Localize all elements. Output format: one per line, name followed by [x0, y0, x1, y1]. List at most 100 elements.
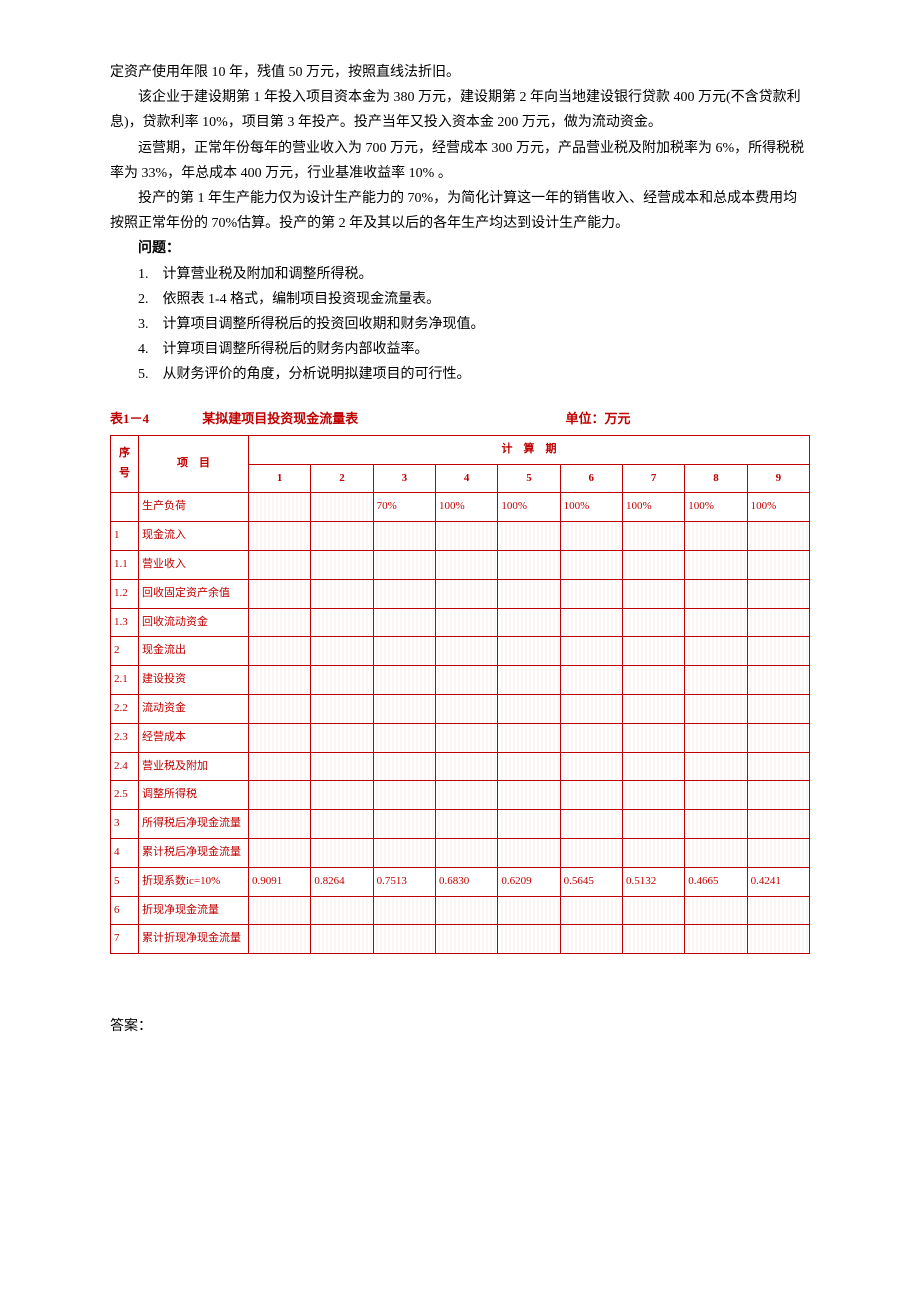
cell-item: 生产负荷	[139, 493, 249, 522]
cell-value	[498, 723, 560, 752]
cell-item: 回收固定资产余值	[139, 579, 249, 608]
cell-value	[622, 781, 684, 810]
th-period-num: 8	[685, 464, 747, 493]
cell-value	[685, 608, 747, 637]
cell-value: 100%	[622, 493, 684, 522]
th-period: 计 算 期	[249, 435, 810, 464]
paragraph-2: 该企业于建设期第 1 年投入项目资本金为 380 万元，建设期第 2 年向当地建…	[110, 85, 810, 135]
cell-value	[622, 579, 684, 608]
cell-value	[311, 608, 373, 637]
cell-value	[560, 522, 622, 551]
cell-value	[435, 723, 497, 752]
cell-value	[498, 810, 560, 839]
answer-label: 答案：	[110, 1014, 810, 1039]
cell-value	[373, 522, 435, 551]
cell-value	[747, 608, 809, 637]
cell-value	[622, 522, 684, 551]
cell-value	[622, 551, 684, 580]
cell-value	[560, 838, 622, 867]
cell-value	[498, 637, 560, 666]
cell-item: 营业收入	[139, 551, 249, 580]
cell-seq: 4	[111, 838, 139, 867]
cell-value	[435, 781, 497, 810]
table-row: 5折现系数ic=10%0.90910.82640.75130.68300.620…	[111, 867, 810, 896]
table-caption-title: 某拟建项目投资现金流量表	[202, 407, 462, 430]
cell-value	[249, 925, 311, 954]
cell-item: 经营成本	[139, 723, 249, 752]
cell-seq: 1	[111, 522, 139, 551]
cell-value	[498, 925, 560, 954]
question-3: 3. 计算项目调整所得税后的投资回收期和财务净现值。	[138, 312, 810, 337]
cell-value	[311, 723, 373, 752]
cell-value	[560, 723, 622, 752]
cell-value	[249, 608, 311, 637]
question-5: 5. 从财务评价的角度，分析说明拟建项目的可行性。	[138, 362, 810, 387]
cell-seq: 2.4	[111, 752, 139, 781]
cell-value	[311, 666, 373, 695]
cell-value	[747, 695, 809, 724]
cell-value	[685, 781, 747, 810]
cell-value	[560, 896, 622, 925]
cell-value	[435, 551, 497, 580]
cell-value	[435, 695, 497, 724]
cell-value	[311, 838, 373, 867]
table-row: 1.1营业收入	[111, 551, 810, 580]
cell-item: 营业税及附加	[139, 752, 249, 781]
cell-value	[622, 896, 684, 925]
cell-value	[311, 810, 373, 839]
cell-value	[747, 522, 809, 551]
cell-value	[249, 723, 311, 752]
cell-value: 100%	[560, 493, 622, 522]
cell-value	[498, 896, 560, 925]
cell-value: 100%	[747, 493, 809, 522]
cell-value	[498, 752, 560, 781]
cell-value	[435, 666, 497, 695]
cell-value	[249, 781, 311, 810]
cell-value	[560, 752, 622, 781]
table-row: 3所得税后净现金流量	[111, 810, 810, 839]
cell-value	[560, 551, 622, 580]
cell-seq: 2.5	[111, 781, 139, 810]
cell-seq: 1.2	[111, 579, 139, 608]
cell-value	[747, 579, 809, 608]
cell-value	[373, 925, 435, 954]
cell-value	[373, 838, 435, 867]
cell-value	[622, 637, 684, 666]
cell-value	[498, 608, 560, 637]
cell-item: 调整所得税	[139, 781, 249, 810]
th-period-num: 2	[311, 464, 373, 493]
cell-value	[373, 781, 435, 810]
cell-seq: 7	[111, 925, 139, 954]
cell-value	[373, 810, 435, 839]
cell-value: 0.6830	[435, 867, 497, 896]
th-period-num: 6	[560, 464, 622, 493]
cell-item: 现金流出	[139, 637, 249, 666]
table-caption-left: 表1－4	[110, 411, 149, 426]
cell-value	[685, 551, 747, 580]
cell-value	[311, 579, 373, 608]
th-period-num: 7	[622, 464, 684, 493]
cell-value	[435, 579, 497, 608]
cell-value	[685, 637, 747, 666]
cell-value	[435, 896, 497, 925]
table-row: 1现金流入	[111, 522, 810, 551]
table-row: 7累计折现净现金流量	[111, 925, 810, 954]
cell-value: 100%	[685, 493, 747, 522]
cell-value	[249, 551, 311, 580]
th-period-num: 1	[249, 464, 311, 493]
cell-value	[435, 925, 497, 954]
cell-value	[498, 666, 560, 695]
cell-value	[685, 810, 747, 839]
cell-value	[498, 551, 560, 580]
th-period-num: 4	[435, 464, 497, 493]
cell-value	[249, 695, 311, 724]
cell-value	[435, 752, 497, 781]
cell-value	[373, 579, 435, 608]
question-2: 2. 依照表 1-4 格式，编制项目投资现金流量表。	[138, 287, 810, 312]
table-caption-unit: 单位：万元	[566, 407, 631, 430]
cell-value	[435, 522, 497, 551]
cell-value	[747, 752, 809, 781]
cell-value	[685, 695, 747, 724]
th-period-num: 5	[498, 464, 560, 493]
table-row: 1.2回收固定资产余值	[111, 579, 810, 608]
